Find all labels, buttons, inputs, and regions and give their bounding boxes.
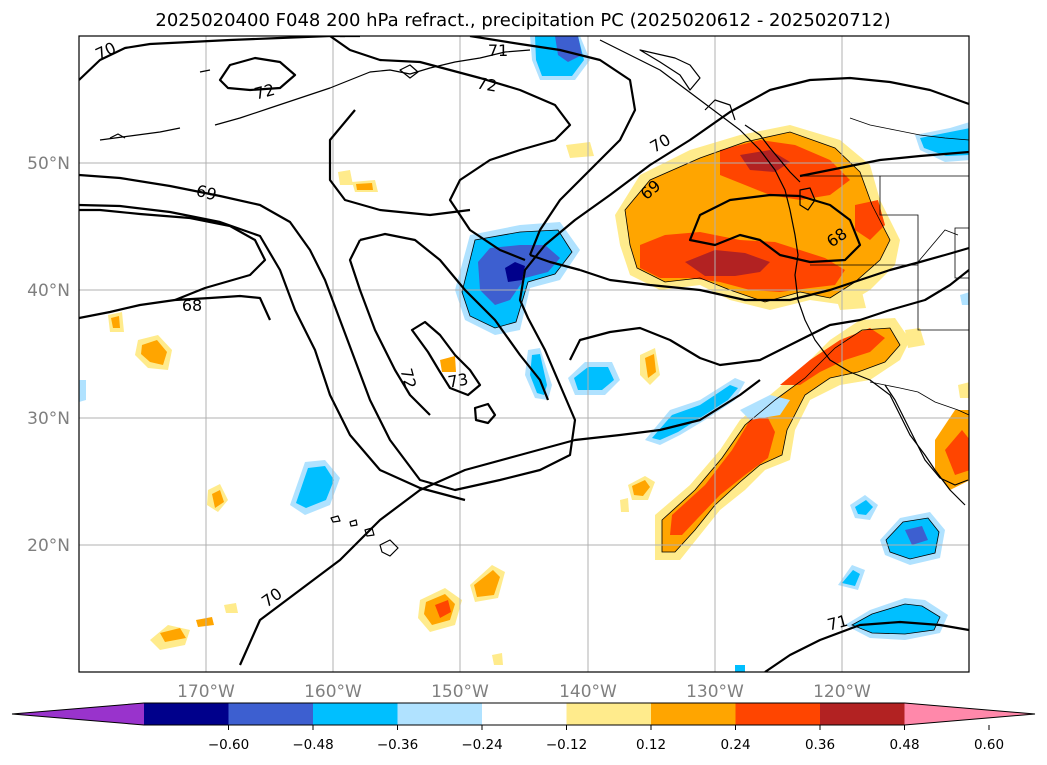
- contour-label: 71: [488, 41, 508, 60]
- lon-tick-label: 140°W: [559, 682, 617, 702]
- colorbar-tick-label: 0.48: [889, 737, 919, 753]
- colorbar-swatch: [735, 703, 820, 725]
- colorbar-swatch: [228, 703, 313, 725]
- borders: [800, 117, 969, 416]
- colorbar-swatch: [397, 703, 482, 725]
- contour-label: 72: [397, 366, 421, 391]
- colorbar-outline: [11, 702, 1036, 726]
- colorbar-tick-label: 0.60: [974, 737, 1004, 753]
- lon-tick-label: 130°W: [686, 682, 744, 702]
- latitude-labels: 50°N 40°N 30°N 20°N: [27, 154, 70, 556]
- colorbar-swatch: [313, 703, 398, 725]
- colorbar-swatch: [144, 703, 229, 725]
- colorbar-swatch: [566, 703, 651, 725]
- longitude-labels: 170°W 160°W 150°W 140°W 130°W 120°W: [177, 682, 871, 702]
- colorbar-swatch: [651, 703, 736, 725]
- colorbar-extend-high: [904, 703, 1035, 725]
- map-panel: 70 71 72 72 69 68 72 73 70 69 68 70 71: [78, 35, 970, 673]
- lat-tick-label: 20°N: [27, 536, 70, 556]
- lon-tick-label: 150°W: [431, 682, 489, 702]
- colorbar-ticks: −0.60 −0.48 −0.36 −0.24 −0.12 0.12 0.24 0.36 0.4…: [208, 725, 1004, 753]
- contour-label: 69: [194, 181, 219, 205]
- contour-label: 68: [182, 296, 202, 315]
- colorbar-tick-label: 0.24: [720, 737, 750, 753]
- colorbar-swatch: [482, 703, 567, 725]
- refractivity-contours: [79, 36, 969, 672]
- lon-tick-label: 170°W: [177, 682, 235, 702]
- colorbar-extend-low: [12, 703, 144, 725]
- colorbar-tick-label: −0.48: [292, 737, 333, 753]
- colorbar-tick-label: −0.24: [461, 737, 502, 753]
- precip-positive-cells: [108, 142, 969, 665]
- colorbar-tick-label: 0.12: [636, 737, 666, 753]
- contour-labels: 70 71 72 72 69 68 72 73 70 69 68 70 71: [92, 38, 850, 634]
- contour-label: 71: [825, 611, 850, 635]
- figure-title: 2025020400 F048 200 hPa refract., precip…: [155, 10, 890, 31]
- colorbar: −0.60 −0.48 −0.36 −0.24 −0.12 0.12 0.24 0.36 0.4…: [11, 702, 1036, 753]
- lon-tick-label: 120°W: [813, 682, 871, 702]
- colorbar-tick-label: −0.12: [546, 737, 587, 753]
- lat-tick-label: 40°N: [27, 281, 70, 301]
- lat-tick-label: 50°N: [27, 154, 70, 174]
- colorbar-swatch: [820, 703, 905, 725]
- colorbar-tick-label: −0.36: [377, 737, 418, 753]
- colorbar-tick-label: −0.60: [208, 737, 249, 753]
- colorbar-tick-label: 0.36: [805, 737, 835, 753]
- precip-outlines: [461, 131, 941, 635]
- lon-tick-label: 160°W: [304, 682, 362, 702]
- lat-tick-label: 30°N: [27, 409, 70, 429]
- precip-positive-plume: [655, 318, 969, 560]
- map-frame: [78, 35, 970, 673]
- coastlines: [99, 39, 969, 557]
- contour-label: 72: [475, 73, 498, 95]
- contour-label: 72: [252, 80, 277, 104]
- contour-label: 73: [446, 369, 469, 391]
